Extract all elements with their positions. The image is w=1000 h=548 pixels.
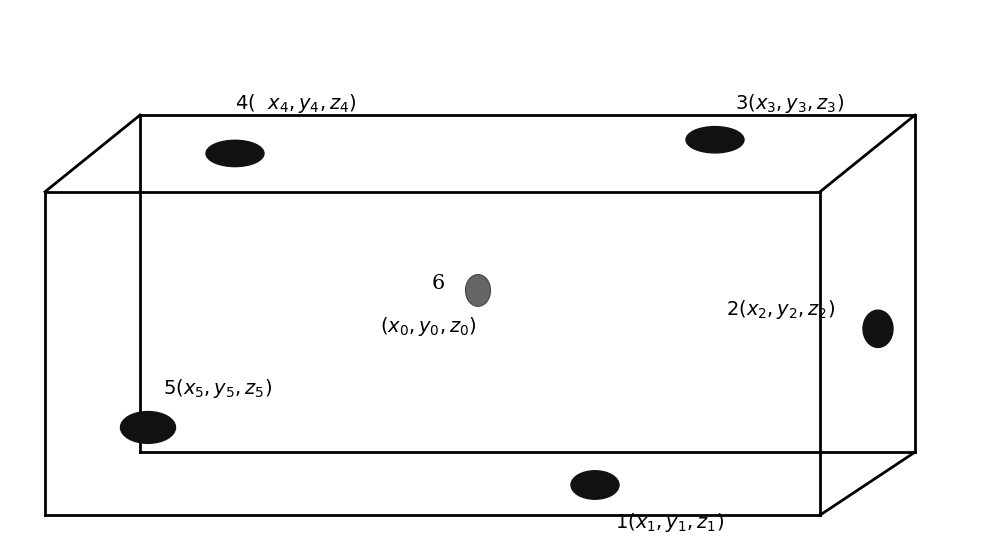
Text: $4(\ \ x_{4},y_{4},z_{4})$: $4(\ \ x_{4},y_{4},z_{4})$: [235, 92, 357, 115]
Text: $5(x_{5},y_{5},z_{5})$: $5(x_{5},y_{5},z_{5})$: [163, 377, 272, 400]
Text: 6: 6: [432, 275, 445, 293]
Ellipse shape: [466, 275, 490, 306]
Ellipse shape: [206, 140, 264, 167]
Ellipse shape: [863, 310, 893, 347]
Text: $(x_{0},y_{0},z_{0})$: $(x_{0},y_{0},z_{0})$: [380, 315, 477, 338]
Text: $1(x_{1},y_{1},z_{1})$: $1(x_{1},y_{1},z_{1})$: [615, 511, 724, 534]
Ellipse shape: [120, 412, 176, 443]
Ellipse shape: [686, 127, 744, 153]
Ellipse shape: [571, 471, 619, 499]
Text: $2(x_{2},y_{2},z_{2})$: $2(x_{2},y_{2},z_{2})$: [726, 298, 835, 321]
Text: $3(x_{3},y_{3},z_{3})$: $3(x_{3},y_{3},z_{3})$: [735, 92, 844, 115]
